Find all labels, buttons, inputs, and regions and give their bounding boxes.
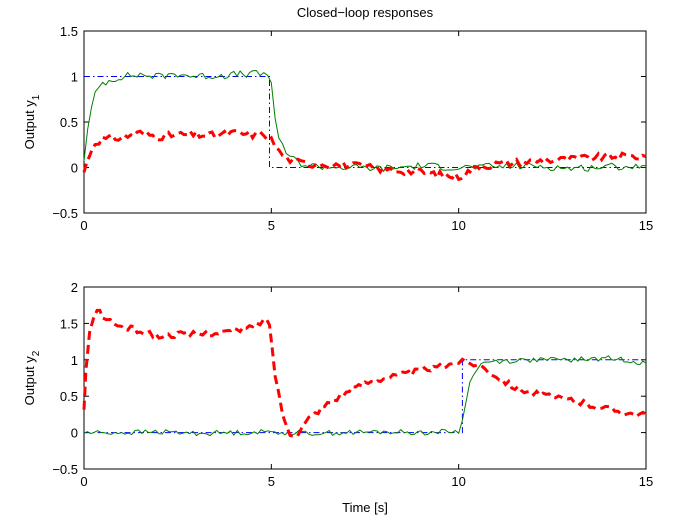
y-tick-label: 2 [71,280,78,295]
subplot-y1: 0 5 10 15−0.500.511.5 Output y1 [22,24,653,233]
x-tick-label: 15 [639,474,653,489]
y-tick-label: 1.5 [60,24,78,39]
series-line-1 [84,76,646,168]
y-tick-label: 0.5 [60,115,78,130]
axes-box-y2 [83,286,647,470]
ticks-y2: 0 5 10 15−0.500.511.52 [52,280,653,489]
subplot-y2: 0 5 10 15−0.500.511.52 Output y2 [22,280,653,489]
series-line-1 [84,359,646,434]
x-tick-label: 10 [451,218,465,233]
y-tick-label: 0.5 [60,389,78,404]
y-axis-label-y2: Output y2 [22,350,42,405]
x-tick-label: 10 [451,474,465,489]
y-tick-label: 1.5 [60,316,78,331]
x-tick-label: 5 [268,218,275,233]
series-line-2 [83,69,647,173]
chart-title: Closed−loop responses [297,5,434,20]
series-group-y2 [82,308,647,438]
y-tick-label: −0.5 [52,462,78,477]
series-line-2 [83,355,647,437]
y-tick-label: −0.5 [52,206,78,221]
series-group-y1 [82,69,647,182]
axes-box-y1 [83,30,647,214]
ticks-y1: 0 5 10 15−0.500.511.5 [52,24,653,233]
y-tick-label: 1 [71,70,78,85]
y-tick-label: 0 [71,161,78,176]
x-tick-label: 0 [80,218,87,233]
x-tick-label: 15 [639,218,653,233]
y-tick-label: 0 [71,426,78,441]
x-tick-label: 5 [268,474,275,489]
y-axis-label-y1: Output y1 [22,94,42,149]
series-line-3 [82,308,647,438]
y-tick-label: 1 [71,353,78,368]
series-line-3 [82,128,647,182]
x-tick-label: 0 [80,474,87,489]
x-axis-label: Time [s] [342,500,388,515]
